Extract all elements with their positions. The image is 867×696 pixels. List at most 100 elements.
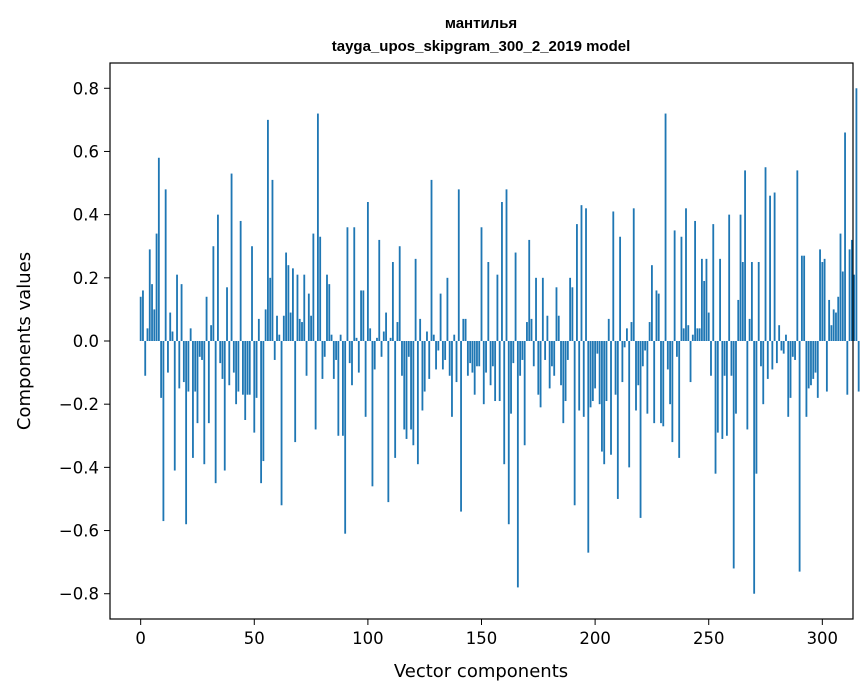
bar <box>478 341 481 367</box>
bar <box>800 255 803 341</box>
bar <box>357 341 360 373</box>
bar <box>810 341 812 386</box>
bar <box>298 318 301 341</box>
bar <box>603 341 606 465</box>
bar <box>292 268 294 341</box>
bar <box>621 341 624 383</box>
bar <box>580 205 583 341</box>
bar <box>523 341 526 446</box>
bar <box>507 341 510 525</box>
bar <box>169 312 172 341</box>
bar <box>737 299 740 341</box>
bar <box>187 341 190 392</box>
bar <box>660 341 662 424</box>
bar <box>760 341 762 367</box>
bar <box>819 249 821 341</box>
bar <box>489 341 492 386</box>
bar <box>410 341 412 430</box>
bar <box>766 341 769 379</box>
bar <box>496 274 499 341</box>
bar <box>382 331 385 341</box>
bar <box>641 341 644 367</box>
bar <box>487 262 490 341</box>
bar <box>228 341 231 386</box>
bar <box>546 315 549 341</box>
bar <box>482 341 485 405</box>
bar <box>791 341 794 357</box>
bar <box>755 341 758 474</box>
bar <box>644 341 647 351</box>
bar <box>394 341 397 458</box>
bar <box>846 341 849 395</box>
bar <box>537 341 540 395</box>
bar <box>685 208 687 341</box>
bar <box>560 341 562 386</box>
bar <box>253 341 256 433</box>
bar <box>212 246 215 341</box>
bar <box>273 341 276 360</box>
bar <box>301 322 303 341</box>
bar <box>614 341 617 395</box>
bar <box>616 341 619 499</box>
bar <box>648 322 651 341</box>
bar <box>426 331 428 341</box>
bar <box>219 341 222 364</box>
bar <box>848 249 851 341</box>
bar <box>841 271 844 341</box>
bar <box>437 341 440 351</box>
bar <box>771 341 774 370</box>
bar <box>585 208 587 341</box>
bar <box>139 296 142 341</box>
bar <box>162 341 165 522</box>
bar <box>837 296 840 341</box>
bar <box>221 341 224 379</box>
bar <box>526 322 528 341</box>
bar <box>730 341 733 376</box>
bar <box>366 202 369 341</box>
bar <box>696 328 699 341</box>
bar <box>267 119 269 341</box>
bar <box>471 341 474 373</box>
y-axis-ticks: −0.8 −0.6 −0.4 −0.2 0.0 0.2 0.4 0.6 0.8 <box>59 79 110 604</box>
bar <box>287 265 290 341</box>
bar <box>553 341 556 376</box>
bar <box>741 262 744 341</box>
x-tick-label: 200 <box>579 629 611 648</box>
bar <box>544 341 547 360</box>
bar <box>260 341 263 484</box>
bar <box>762 341 765 405</box>
bar <box>371 341 374 487</box>
bar <box>789 341 792 398</box>
bar <box>514 252 517 341</box>
bar <box>657 293 660 341</box>
bar <box>316 113 319 341</box>
bar <box>573 341 576 506</box>
x-tick-label: 0 <box>135 629 146 648</box>
bar <box>719 258 721 341</box>
bar <box>432 334 435 341</box>
x-axis-ticks: 0 50 100 150 200 250 300 <box>135 619 838 648</box>
x-tick-label: 150 <box>466 629 498 648</box>
bar <box>332 341 335 379</box>
bar <box>494 341 497 402</box>
bar <box>850 239 853 341</box>
bar <box>185 341 188 525</box>
bar <box>180 284 183 341</box>
bar <box>775 341 778 364</box>
bar <box>666 341 669 370</box>
bar <box>528 239 531 341</box>
bar <box>328 284 331 341</box>
bar <box>296 274 299 341</box>
bar <box>598 341 601 405</box>
bar <box>839 233 842 341</box>
bar <box>626 328 628 341</box>
bar <box>505 189 508 341</box>
bar <box>380 341 383 357</box>
bar <box>498 341 501 402</box>
x-axis-label: Vector components <box>394 661 568 682</box>
bar <box>435 341 437 370</box>
bar <box>721 341 724 439</box>
bar <box>557 315 560 341</box>
bar <box>732 341 735 569</box>
bar <box>173 341 176 471</box>
